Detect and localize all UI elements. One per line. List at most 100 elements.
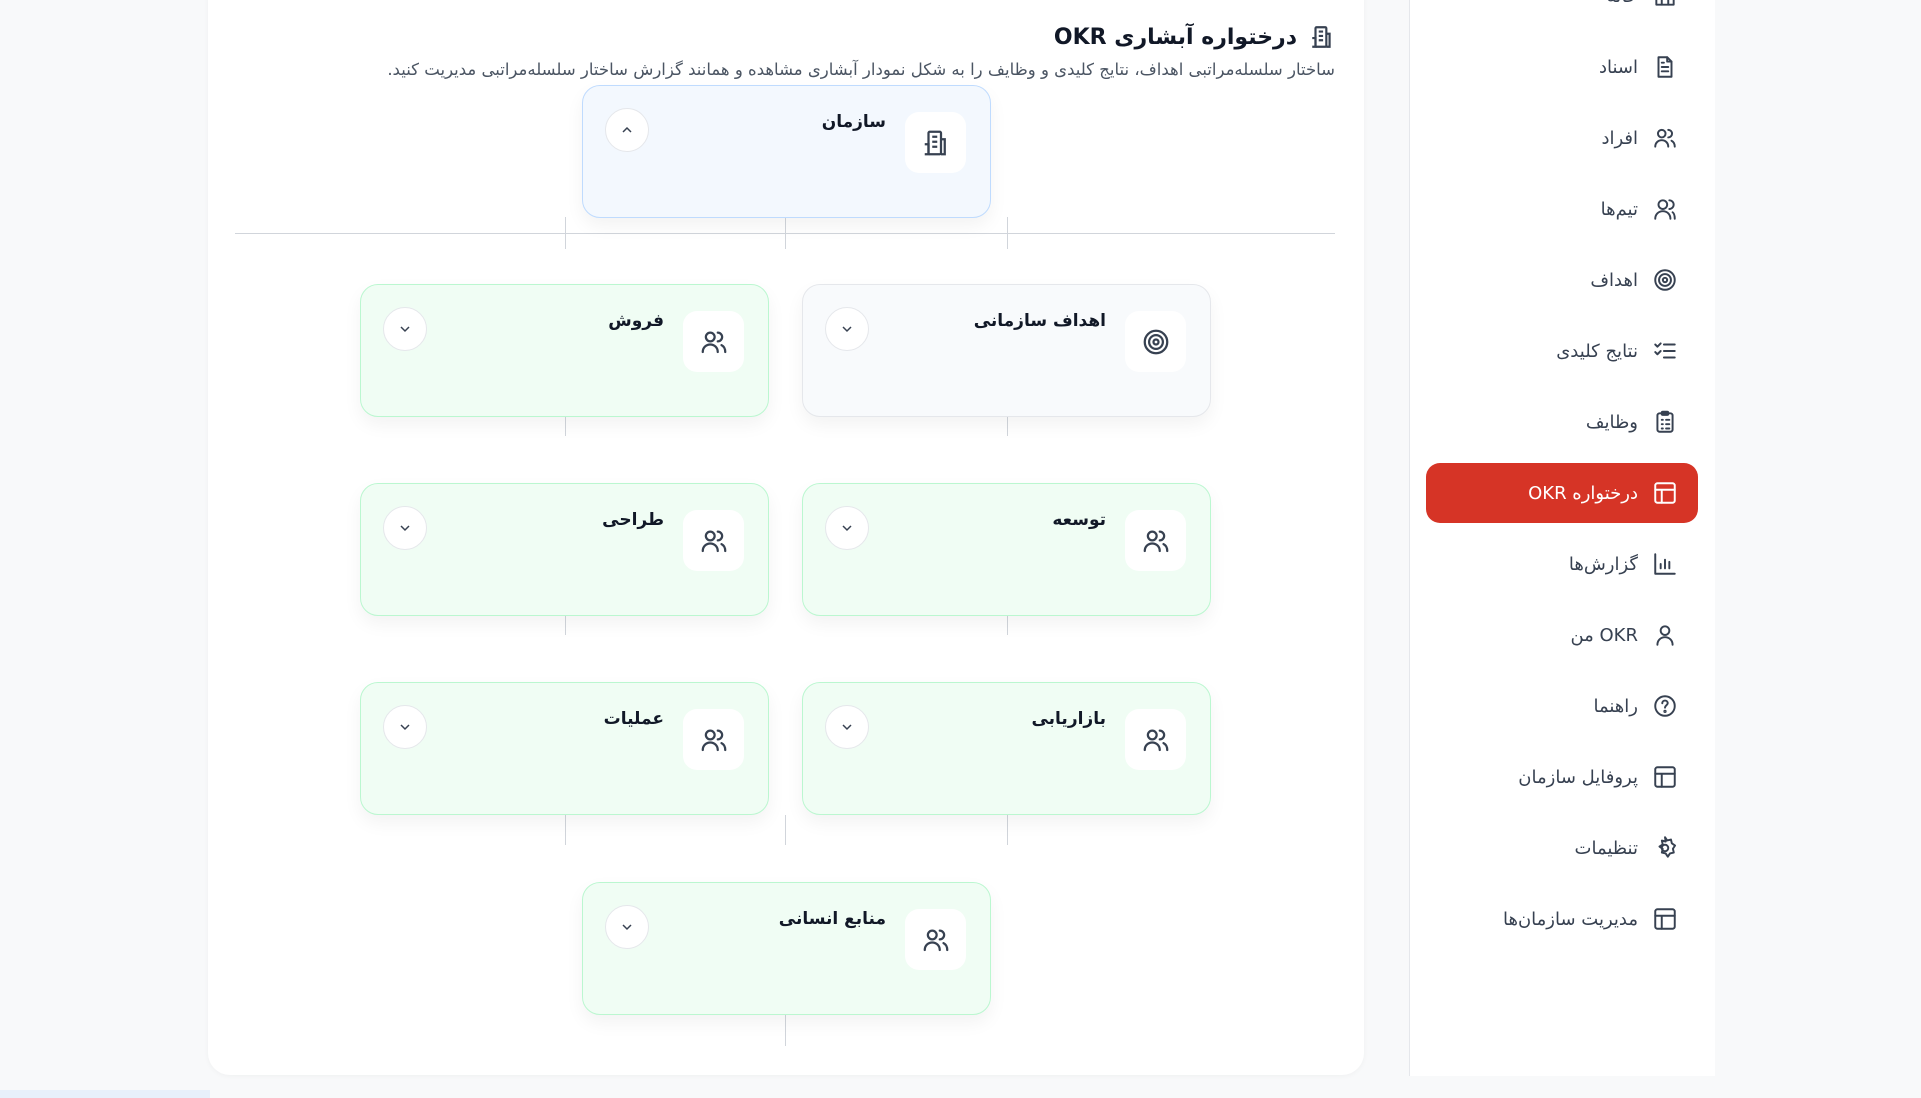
collapse-button[interactable] — [605, 108, 649, 152]
sidebar-item[interactable]: پروفایل سازمان — [1426, 747, 1698, 807]
chevron-down-icon — [842, 525, 852, 532]
sidebar-item[interactable]: خانه — [1426, 0, 1698, 26]
expand-button[interactable] — [383, 705, 427, 749]
users-icon — [701, 331, 726, 353]
sidebar-item[interactable]: گزارش‌ها — [1426, 534, 1698, 594]
sidebar-item-label: راهنما — [1593, 695, 1638, 717]
sidebar-item[interactable]: وظایف — [1426, 392, 1698, 452]
sidebar — [1409, 0, 1715, 1076]
node-title: عملیات — [603, 709, 664, 729]
user-icon — [1656, 625, 1674, 646]
tree-node[interactable]: منابع انسانی — [582, 882, 991, 1015]
document-icon — [1657, 56, 1673, 78]
tree-node[interactable]: طراحی — [360, 483, 769, 616]
chevron-down-icon — [400, 326, 410, 333]
layout-icon — [1654, 766, 1676, 788]
chevron-down-icon — [842, 326, 852, 333]
checklist-icon — [1654, 342, 1676, 359]
sidebar-item[interactable]: تنظیمات — [1426, 818, 1698, 878]
page-title-text: درختواره آبشاری OKR — [1053, 24, 1297, 50]
chevron-down-icon — [400, 724, 410, 731]
users-icon-box — [683, 709, 744, 770]
sidebar-item-label: خانه — [1607, 0, 1638, 7]
sidebar-item[interactable]: اهداف — [1426, 250, 1698, 310]
expand-button[interactable] — [825, 506, 869, 550]
users-icon — [1654, 128, 1676, 148]
team-icon — [1654, 199, 1676, 220]
connector-line — [1007, 416, 1008, 436]
layout-icon — [1654, 482, 1676, 504]
node-title: بازاریابی — [1031, 709, 1106, 729]
connector-line — [565, 615, 566, 635]
sidebar-item-label: اهداف — [1590, 269, 1638, 291]
expand-button[interactable] — [383, 307, 427, 351]
tree-node[interactable]: اهداف سازمانی — [802, 284, 1211, 417]
connector-line — [565, 217, 566, 249]
sidebar-item[interactable]: اسناد — [1426, 37, 1698, 97]
tree-node[interactable]: فروش — [360, 284, 769, 417]
connector-line — [565, 815, 566, 845]
sidebar-item-label: افراد — [1601, 127, 1638, 149]
connector-line — [785, 217, 786, 249]
sidebar-item-label: گزارش‌ها — [1568, 553, 1638, 575]
sidebar-item[interactable]: درختواره OKR — [1426, 463, 1698, 523]
tree-node[interactable]: عملیات — [360, 682, 769, 815]
sidebar-item[interactable]: افراد — [1426, 108, 1698, 168]
sidebar-item[interactable]: مدیریت سازمان‌ها — [1426, 889, 1698, 949]
tree-node[interactable]: توسعه — [802, 483, 1211, 616]
chevron-down-icon — [622, 924, 632, 931]
users-icon-box — [1125, 510, 1186, 571]
help-icon — [1654, 695, 1676, 717]
expand-button[interactable] — [605, 905, 649, 949]
users-icon — [923, 929, 948, 951]
connector-line — [785, 815, 786, 845]
users-icon-box — [1125, 709, 1186, 770]
connector-line — [1007, 815, 1008, 845]
expand-button[interactable] — [825, 705, 869, 749]
sidebar-item-label: اسناد — [1598, 56, 1638, 78]
sidebar-item-label: پروفایل سازمان — [1518, 766, 1638, 788]
sidebar-item[interactable]: تیم‌ها — [1426, 179, 1698, 239]
node-title: منابع انسانی — [778, 909, 886, 929]
layout-icon — [1654, 908, 1676, 930]
building-icon — [1312, 26, 1331, 48]
clipboard-icon — [1656, 410, 1674, 433]
expand-button[interactable] — [383, 506, 427, 550]
sidebar-item-label: OKR من — [1570, 624, 1638, 646]
users-icon — [1143, 729, 1168, 751]
connector-line — [1007, 217, 1008, 249]
node-title: اهداف سازمانی — [973, 311, 1106, 331]
users-icon-box — [683, 510, 744, 571]
chevron-down-icon — [400, 525, 410, 532]
bar-chart-icon — [1654, 553, 1676, 575]
tree-node-root[interactable]: سازمان — [582, 85, 991, 218]
sidebar-item-label: تیم‌ها — [1600, 198, 1638, 220]
expand-button[interactable] — [825, 307, 869, 351]
users-icon — [701, 729, 726, 751]
sidebar-item-label: نتایج کلیدی — [1556, 340, 1638, 362]
users-icon — [1143, 530, 1168, 552]
target-icon-box — [1125, 311, 1186, 372]
node-title: طراحی — [602, 510, 664, 530]
users-icon-box — [905, 909, 966, 970]
connector-line — [785, 1014, 786, 1046]
building-icon — [905, 112, 966, 173]
tree-node[interactable]: بازاریابی — [802, 682, 1211, 815]
target-icon — [1143, 329, 1168, 354]
sidebar-item-label: تنظیمات — [1574, 837, 1638, 859]
sidebar-item[interactable]: راهنما — [1426, 676, 1698, 736]
chevron-down-icon — [842, 724, 852, 731]
users-icon-box — [683, 311, 744, 372]
node-title: فروش — [608, 311, 664, 331]
users-icon — [701, 530, 726, 552]
sidebar-item[interactable]: نتایج کلیدی — [1426, 321, 1698, 381]
sidebar-item-label: درختواره OKR — [1528, 482, 1638, 504]
sidebar-item[interactable]: OKR من — [1426, 605, 1698, 665]
chevron-up-icon — [622, 126, 632, 133]
gear-icon — [1658, 836, 1677, 858]
node-title: سازمان — [821, 112, 886, 132]
home-icon — [1655, 0, 1675, 6]
sidebar-item-label: مدیریت سازمان‌ها — [1502, 908, 1638, 930]
sidebar-item-label: وظایف — [1585, 411, 1638, 433]
page-title: درختواره آبشاری OKR — [1054, 24, 1335, 50]
